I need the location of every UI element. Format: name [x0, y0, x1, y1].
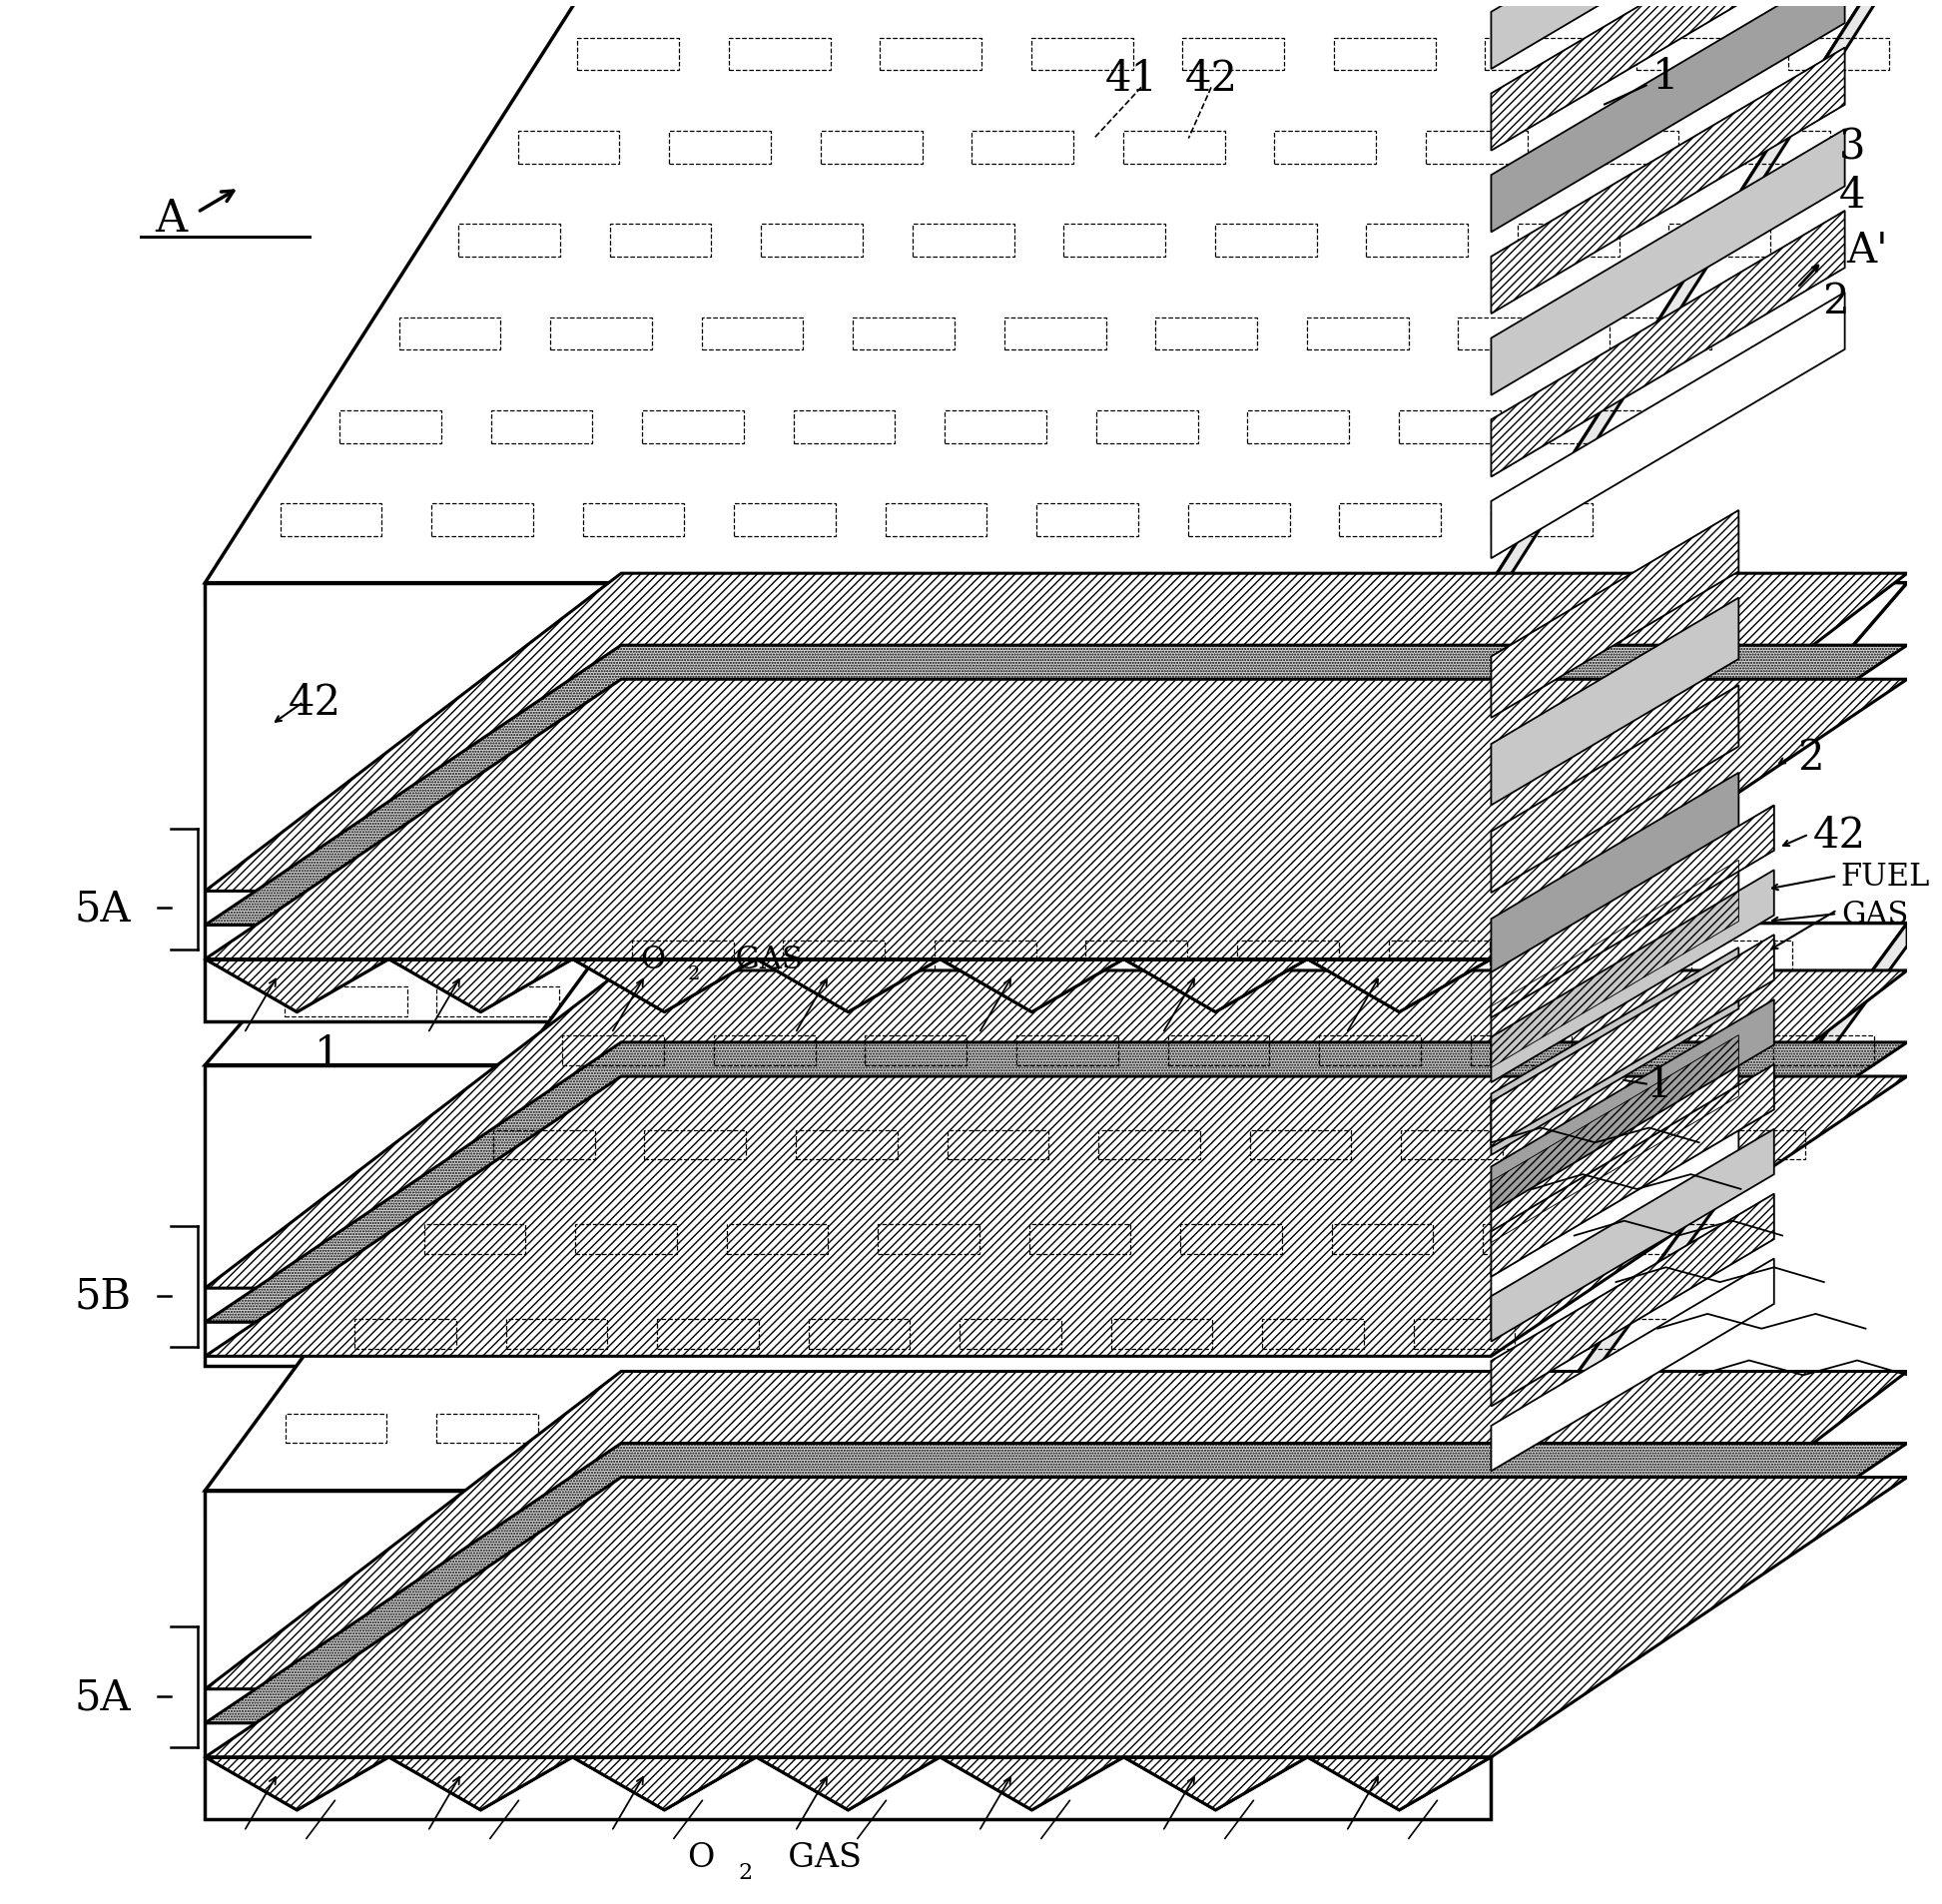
Text: 5B: 5B [74, 1276, 132, 1318]
Polygon shape [1491, 805, 1775, 1019]
Polygon shape [755, 1757, 940, 1811]
Polygon shape [206, 573, 1907, 891]
Polygon shape [206, 1478, 1907, 1757]
Text: GAS: GAS [717, 944, 802, 975]
Polygon shape [206, 1491, 1491, 1514]
Polygon shape [1491, 923, 1907, 1514]
Text: 5A: 5A [74, 1676, 132, 1717]
Polygon shape [388, 1757, 573, 1811]
Text: A: A [155, 198, 186, 240]
Polygon shape [1491, 510, 1738, 718]
Text: 2: 2 [1798, 737, 1824, 779]
Text: O: O [641, 944, 666, 975]
Polygon shape [206, 1443, 1907, 1723]
Polygon shape [1491, 598, 1738, 805]
Polygon shape [206, 680, 1907, 960]
Polygon shape [1491, 0, 1907, 605]
Polygon shape [1491, 1123, 1738, 1331]
Polygon shape [206, 583, 1907, 1066]
Polygon shape [755, 960, 940, 1013]
Polygon shape [1491, 861, 1738, 1068]
Polygon shape [1124, 1757, 1307, 1811]
Polygon shape [1491, 773, 1738, 981]
Polygon shape [206, 1078, 1907, 1356]
Polygon shape [206, 583, 1491, 605]
Text: 5A: 5A [74, 887, 132, 929]
Polygon shape [1491, 1036, 1738, 1243]
Polygon shape [1307, 1757, 1491, 1811]
Text: GAS: GAS [767, 1841, 862, 1874]
Text: FUEL: FUEL [1841, 861, 1930, 891]
Text: 42: 42 [1185, 57, 1237, 99]
Text: 42: 42 [287, 682, 342, 724]
Polygon shape [940, 1757, 1124, 1811]
Text: 42: 42 [1812, 813, 1866, 855]
Text: 1: 1 [1653, 55, 1678, 97]
Polygon shape [206, 1066, 1491, 1365]
Text: 2: 2 [1822, 280, 1849, 324]
Polygon shape [1491, 0, 1845, 152]
Polygon shape [1491, 948, 1738, 1156]
Polygon shape [206, 1043, 1907, 1323]
Text: A': A' [1847, 230, 1888, 272]
Polygon shape [206, 1491, 1491, 1820]
Polygon shape [1491, 685, 1738, 893]
Polygon shape [206, 923, 1907, 1491]
Text: 41: 41 [1105, 57, 1157, 99]
Text: 3: 3 [1839, 126, 1866, 168]
Polygon shape [1491, 0, 1845, 232]
Polygon shape [206, 583, 1491, 1022]
Polygon shape [206, 1757, 388, 1811]
Polygon shape [206, 1371, 1907, 1689]
Polygon shape [1491, 1129, 1775, 1342]
Polygon shape [1491, 935, 1775, 1148]
Text: 1: 1 [1647, 1062, 1672, 1104]
Polygon shape [1491, 1000, 1775, 1213]
Polygon shape [573, 1757, 755, 1811]
Polygon shape [206, 971, 1907, 1289]
Polygon shape [388, 960, 573, 1013]
Polygon shape [206, 1066, 1491, 1083]
Polygon shape [1491, 0, 1845, 70]
Text: GAS: GAS [1841, 899, 1909, 929]
Polygon shape [206, 960, 388, 1013]
Polygon shape [1491, 48, 1845, 314]
Polygon shape [206, 645, 1907, 925]
Text: 1: 1 [315, 1034, 342, 1076]
Polygon shape [1491, 1194, 1775, 1407]
Polygon shape [1124, 960, 1307, 1013]
Text: 4: 4 [1839, 175, 1866, 217]
Polygon shape [1491, 1064, 1775, 1278]
Polygon shape [1491, 129, 1845, 396]
Polygon shape [206, 0, 1907, 583]
Polygon shape [1491, 211, 1845, 478]
Text: O: O [687, 1841, 715, 1874]
Polygon shape [1491, 1259, 1775, 1472]
Polygon shape [1491, 293, 1845, 560]
Polygon shape [1491, 870, 1775, 1083]
Polygon shape [940, 960, 1124, 1013]
Text: 2: 2 [738, 1862, 753, 1883]
Polygon shape [573, 960, 755, 1013]
Polygon shape [1307, 960, 1491, 1013]
Text: 2: 2 [687, 965, 699, 982]
